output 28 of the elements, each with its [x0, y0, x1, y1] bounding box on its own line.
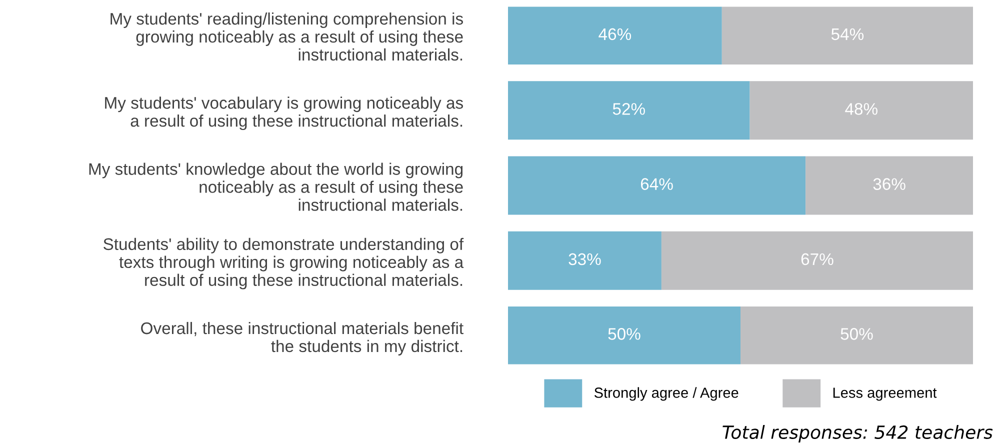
bar — [722, 6, 973, 65]
y-tick-label: Students' ability to demonstrate understanding of texts through writing is growing noticeably as a result of using these instructional materials. — [104, 238, 464, 290]
data-label: 36% — [873, 178, 906, 190]
data-label: 33% — [568, 253, 601, 266]
bar — [740, 306, 973, 364]
data-label: 52% — [612, 103, 645, 115]
y-tick-label: Overall, these instructional materials benefit the students in my district. — [141, 322, 464, 356]
data-label: 54% — [831, 28, 864, 40]
bar — [508, 6, 722, 65]
y-tick-label: My students' knowledge about the world is growing noticeably as a result of using these instructional materials. — [89, 162, 463, 211]
bar — [661, 231, 973, 290]
data-label: 50% — [608, 328, 640, 340]
y-tick-label: My students' reading/listening comprehension is growing noticeably as a result of using these instructional materials. — [110, 12, 463, 61]
data-label: 50% — [840, 328, 873, 340]
bar — [508, 231, 662, 290]
y-tick-label: My students' vocabulary is growing noticeably as a result of using these instructional materials. — [105, 96, 463, 130]
bar — [750, 81, 973, 140]
bar — [508, 81, 750, 140]
legend-label: Less agreement — [833, 388, 937, 401]
legend-label: Strongly agree / Agree — [594, 387, 738, 401]
bar — [508, 156, 806, 215]
bar — [508, 306, 740, 364]
data-label: 46% — [598, 28, 632, 40]
data-label: 67% — [801, 253, 834, 266]
data-label: 64% — [640, 178, 673, 190]
text: Total responses: 542 teachers — [722, 425, 993, 443]
bar — [806, 156, 973, 215]
data-label: 48% — [845, 103, 878, 115]
